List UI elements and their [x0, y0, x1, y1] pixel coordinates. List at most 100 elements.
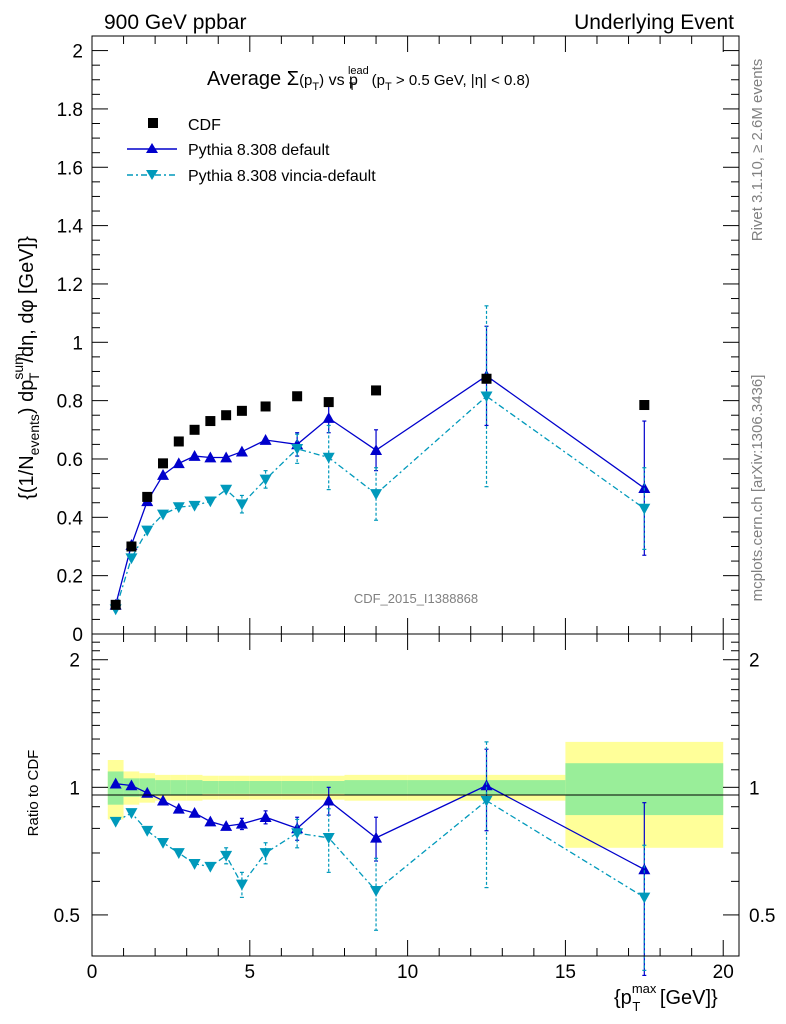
data-point-cdf	[173, 436, 184, 447]
x-tick-label: 10	[397, 962, 418, 983]
data-point-pythia-vincia	[125, 808, 138, 819]
ratio-band-inner	[155, 780, 171, 795]
data-point-cdf	[236, 405, 247, 416]
y-tick-label: 1.6	[57, 158, 83, 179]
legend-cdf-label: CDF	[188, 117, 221, 134]
data-point-pythia-vincia	[204, 496, 217, 508]
ratio-y-tick-label-right: 0.5	[749, 906, 775, 927]
data-point-pythia-vincia	[188, 859, 201, 870]
data-point-pythia-vincia	[172, 502, 185, 514]
ratio-y-tick-label-right: 2	[749, 651, 760, 672]
data-point-pythia-vincia	[204, 861, 217, 873]
data-point-cdf	[158, 458, 169, 469]
x-tick-label: 15	[555, 962, 576, 983]
x-axis-label: {pmax T [GeV]}	[614, 981, 718, 1014]
data-point-pythia-default	[109, 777, 122, 789]
data-point-pythia-vincia	[109, 816, 122, 828]
x-tick-label: 5	[245, 962, 256, 983]
data-point-pythia-default	[259, 434, 272, 445]
legend-cdf-marker	[148, 118, 158, 128]
data-point-pythia-default	[370, 831, 383, 843]
data-point-cdf	[205, 416, 216, 427]
ratio-uncertainty-band	[107, 741, 724, 848]
legend: CDF Pythia 8.308 default Pythia 8.308 vi…	[127, 117, 376, 185]
data-point-pythia-default	[322, 794, 335, 806]
rivet-version-text: Rivet 3.1.10, ≥ 2.6M events	[749, 59, 766, 242]
y-tick-label: 1.4	[57, 217, 84, 238]
legend-pythia-default-label: Pythia 8.308 default	[188, 142, 330, 159]
data-point-pythia-vincia	[141, 825, 154, 837]
x-tick-label: 20	[713, 962, 734, 983]
data-point-pythia-default	[157, 794, 170, 806]
y-tick-label: 1	[72, 333, 83, 354]
data-point-pythia-default	[235, 817, 248, 829]
plot-title: Average Σ(pT) vs plead T (pT > 0.5 GeV, |…	[207, 65, 530, 93]
data-point-pythia-default	[204, 451, 217, 463]
data-point-cdf	[189, 424, 200, 435]
data-point-pythia-default	[220, 451, 233, 463]
header-right: Underlying Event	[574, 11, 734, 34]
y-tick-label: 0	[72, 625, 83, 646]
data-point-pythia-vincia	[370, 886, 383, 897]
data-point-pythia-vincia	[141, 525, 154, 537]
data-point-pythia-default	[259, 811, 272, 823]
data-point-cdf	[323, 397, 334, 408]
ratio-y-tick-label-left: 1	[69, 778, 80, 799]
data-point-pythia-default	[204, 815, 217, 827]
data-point-pythia-default	[125, 779, 138, 791]
main-panel-data	[109, 305, 651, 616]
ratio-band-inner	[170, 780, 187, 795]
data-point-pythia-vincia	[188, 500, 201, 512]
data-point-pythia-default	[480, 779, 493, 791]
data-point-pythia-vincia	[235, 499, 248, 511]
data-point-pythia-default	[638, 863, 651, 875]
data-point-pythia-vincia	[125, 553, 138, 565]
ratio-band-inner	[218, 780, 235, 794]
data-point-pythia-vincia	[322, 833, 335, 844]
ratio-band-inner	[249, 780, 282, 794]
y-tick-label: 1.2	[57, 275, 83, 296]
data-point-pythia-vincia	[370, 489, 383, 500]
data-point-pythia-default	[370, 444, 383, 456]
data-point-cdf	[221, 410, 232, 421]
main-y-label: {(1/Nevents) dpsumT/dη, dφ [GeV]}	[10, 236, 42, 500]
data-point-pythia-default	[322, 412, 335, 423]
y-tick-label: 0.6	[57, 450, 83, 471]
x-axis: 0 5 10 15 20	[87, 36, 734, 983]
ratio-band-inner	[234, 780, 250, 794]
data-point-cdf	[292, 391, 303, 402]
data-point-pythia-default	[220, 820, 233, 831]
data-point-pythia-vincia	[157, 509, 170, 521]
data-point-pythia-vincia	[291, 443, 304, 455]
data-point-pythia-default	[157, 469, 170, 480]
y-tick-label: 2	[72, 42, 83, 63]
data-point-pythia-vincia	[480, 391, 493, 403]
data-point-pythia-vincia	[220, 484, 233, 496]
ratio-y-label: Ratio to CDF	[25, 750, 42, 837]
data-point-pythia-vincia	[157, 837, 170, 849]
data-point-pythia-default	[188, 450, 201, 461]
y-tick-label: 1.8	[57, 100, 83, 121]
y-tick-label: 0.2	[57, 567, 83, 588]
analysis-id: CDF_2015_I1388868	[354, 591, 478, 606]
data-point-pythia-default	[188, 806, 201, 818]
data-point-cdf	[371, 385, 382, 396]
data-point-cdf	[260, 401, 271, 412]
data-point-pythia-vincia	[259, 474, 272, 486]
data-point-pythia-vincia	[480, 795, 493, 807]
ratio-band-inner	[202, 780, 219, 794]
data-point-pythia-vincia	[291, 828, 304, 840]
legend-pythia-vincia-label: Pythia 8.308 vincia-default	[188, 168, 376, 185]
y-tick-label: 0.8	[57, 392, 83, 413]
data-point-pythia-vincia	[259, 848, 272, 859]
data-point-pythia-default	[172, 802, 185, 814]
header-left: 900 GeV ppbar	[104, 11, 246, 34]
series-line-pythia-vincia	[115, 799, 645, 898]
ratio-y-axis: 0.5 1 2 0.5 1 2	[54, 641, 775, 957]
data-point-pythia-vincia	[638, 892, 651, 904]
data-point-cdf	[481, 373, 492, 384]
legend-pythia-vincia-marker	[146, 170, 158, 180]
legend-pythia-default-marker	[146, 143, 158, 153]
data-point-pythia-default	[235, 445, 248, 457]
